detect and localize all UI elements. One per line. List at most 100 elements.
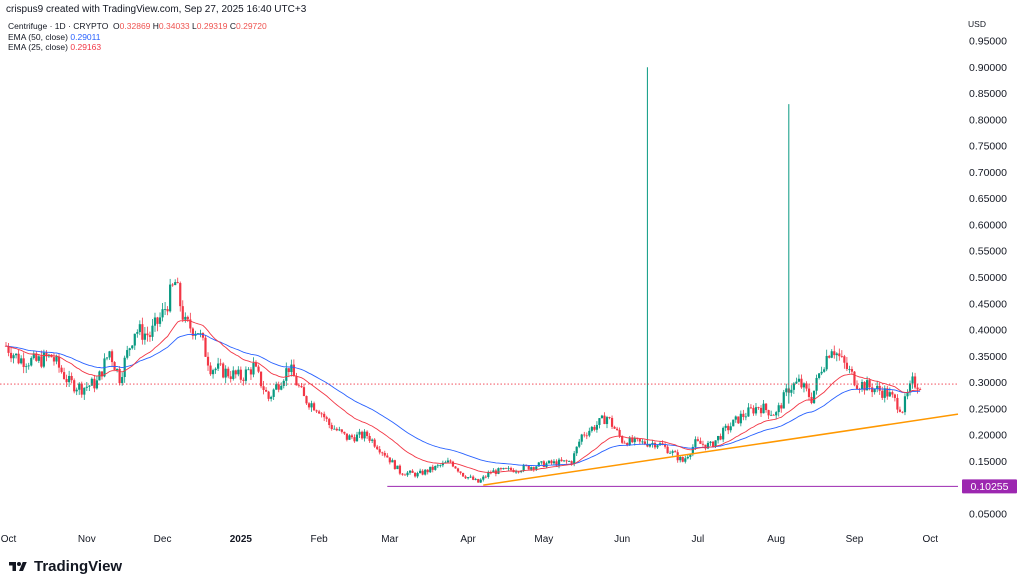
- candle-body: [863, 382, 866, 391]
- candle-body: [388, 457, 391, 463]
- candle-body: [525, 465, 528, 467]
- candle-body: [583, 434, 586, 436]
- candle-body: [542, 461, 545, 468]
- candle-body: [158, 317, 162, 324]
- candle-body: [757, 407, 760, 408]
- candle-body: [865, 380, 869, 391]
- ema50-row[interactable]: EMA (50, close) 0.29011: [8, 32, 267, 43]
- candle-body: [15, 353, 18, 356]
- candle-body: [795, 381, 798, 384]
- candle-body: [469, 476, 472, 478]
- candle-body: [562, 460, 566, 462]
- candle-body: [699, 440, 702, 444]
- candle-body: [737, 416, 740, 424]
- candle-body: [754, 407, 758, 414]
- candle-body: [825, 355, 828, 370]
- candle-body: [565, 460, 568, 462]
- candle-body: [345, 433, 349, 440]
- candle-body: [9, 352, 13, 359]
- candle-body: [348, 435, 351, 440]
- candle-body: [891, 392, 894, 395]
- candle-body: [176, 282, 179, 284]
- candle-body: [264, 389, 268, 392]
- candle-body: [161, 309, 164, 318]
- candle-body: [360, 431, 364, 439]
- candle-body: [398, 465, 402, 474]
- candle-body: [25, 366, 28, 368]
- candle-body: [848, 369, 851, 370]
- candle-body: [638, 439, 641, 442]
- ema50-value: 0.29011: [70, 31, 101, 42]
- candle-body: [179, 283, 182, 307]
- candle-body: [724, 425, 727, 428]
- candle-body: [232, 370, 235, 379]
- candle-body: [532, 467, 535, 470]
- candle-body: [913, 376, 917, 388]
- candle-body: [608, 417, 611, 418]
- x-tick-label: Oct: [1, 534, 17, 545]
- candle-body: [396, 465, 399, 470]
- candle-body: [666, 446, 669, 454]
- candle-body: [547, 460, 551, 464]
- candle-body: [767, 410, 770, 416]
- candle-body: [633, 437, 636, 443]
- candle-body: [603, 415, 606, 425]
- x-tick-label: Sep: [846, 534, 864, 545]
- candle-body: [249, 369, 253, 375]
- candle-body: [138, 324, 141, 333]
- candle-body: [60, 367, 63, 373]
- candle-body: [782, 392, 785, 409]
- y-tick-label: 0.55000: [969, 246, 1007, 258]
- open-label: O: [113, 21, 120, 31]
- candle-body: [189, 319, 192, 329]
- candle-body: [762, 403, 765, 414]
- candle-body: [204, 337, 207, 357]
- candle-body: [413, 472, 417, 477]
- candle-body: [7, 345, 10, 353]
- candle-body: [383, 452, 386, 456]
- candle-body: [785, 388, 788, 393]
- candle-body: [802, 383, 806, 388]
- candle-body: [881, 390, 884, 398]
- candle-body: [828, 355, 831, 358]
- x-tick-label: Oct: [922, 534, 938, 545]
- symbol-name: Centrifuge · 1D · CRYPTO: [8, 21, 109, 31]
- candle-body: [227, 368, 230, 377]
- candle-body: [444, 462, 447, 464]
- tradingview-logo[interactable]: TradingView: [7, 558, 122, 575]
- candle-body: [292, 364, 295, 377]
- candle-body: [287, 368, 290, 373]
- candle-body: [878, 385, 881, 391]
- candle-body: [610, 417, 614, 427]
- x-tick-label: Feb: [311, 534, 329, 545]
- candle-body: [196, 333, 200, 335]
- candle-body: [896, 397, 899, 410]
- candle-body: [598, 418, 601, 425]
- candle-body: [70, 375, 73, 381]
- x-tick-label: May: [534, 534, 553, 545]
- ema25-row[interactable]: EMA (25, close) 0.29163: [8, 42, 267, 53]
- candle-body: [242, 379, 245, 381]
- candle-body: [792, 383, 795, 390]
- candle-body: [426, 469, 429, 473]
- candle-body: [105, 357, 109, 359]
- y-tick-label: 0.85000: [969, 88, 1007, 100]
- candle-body: [141, 324, 144, 340]
- candle-body: [686, 456, 689, 459]
- candle-body: [626, 442, 629, 446]
- y-tick-label: 0.45000: [969, 298, 1007, 310]
- candle-body: [57, 356, 61, 368]
- candle-body: [474, 478, 477, 480]
- ema25-value: 0.29163: [70, 42, 102, 52]
- candle-body: [651, 442, 654, 445]
- candle-body: [310, 403, 313, 408]
- candle-body: [325, 417, 328, 419]
- candle-body: [833, 351, 836, 356]
- candle-body: [669, 452, 672, 454]
- candle-body: [68, 375, 71, 383]
- candle-body: [434, 465, 437, 470]
- candle-body: [919, 389, 922, 390]
- candle-body: [121, 377, 124, 384]
- candle-body: [95, 380, 99, 389]
